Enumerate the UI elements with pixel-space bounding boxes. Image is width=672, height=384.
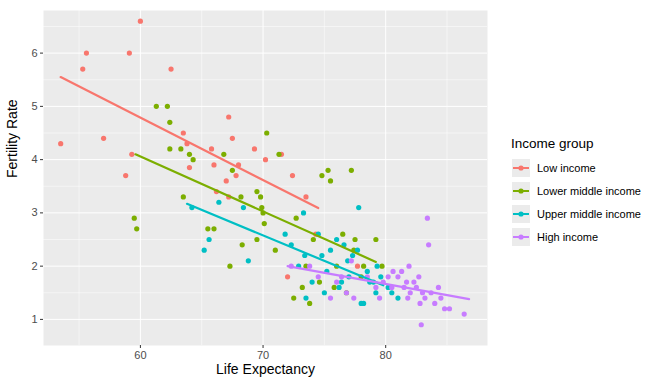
html-text:Lower middle income: Lower middle income	[537, 185, 641, 197]
svg-text:1: 1	[31, 313, 37, 325]
svg-text:4: 4	[31, 153, 37, 165]
svg-text:Fertility Rate: Fertility Rate	[4, 99, 20, 178]
html-text:Low income: Low income	[537, 162, 596, 174]
svg-text:2: 2	[31, 260, 37, 272]
svg-text:80: 80	[380, 349, 392, 361]
svg-text:60: 60	[134, 349, 146, 361]
svg-text:Life Expectancy: Life Expectancy	[216, 361, 315, 377]
svg-text:70: 70	[257, 349, 269, 361]
svg-text:3: 3	[31, 206, 37, 218]
html-text:Income group: Income group	[511, 135, 594, 151]
svg-text:6: 6	[31, 47, 37, 59]
html-text:Upper middle income: Upper middle income	[537, 208, 641, 220]
html-text:High income: High income	[537, 231, 599, 243]
svg-text:5: 5	[31, 100, 37, 112]
